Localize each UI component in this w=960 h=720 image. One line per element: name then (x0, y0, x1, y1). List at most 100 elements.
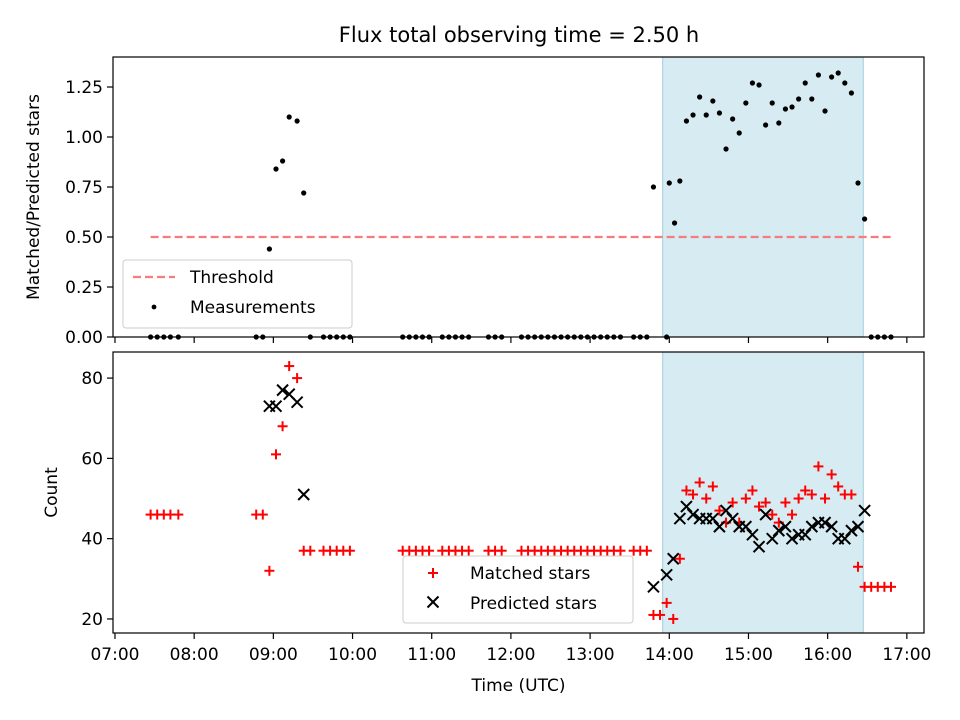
legend-matched-label: Matched stars (470, 564, 590, 584)
x-axis-label: Time (UTC) (471, 676, 566, 696)
matched-star-point (714, 505, 725, 516)
matched-star-point (701, 493, 712, 504)
matched-star-point (740, 493, 751, 504)
matched-star-point (833, 481, 844, 492)
matched-star-point (424, 545, 435, 556)
legend-threshold-label: Threshold (189, 268, 274, 288)
measurement-point (815, 72, 822, 78)
matched-star-point (688, 489, 699, 500)
top-y-tick-label: 1.25 (65, 78, 103, 98)
matched-star-point (694, 477, 705, 488)
measurement-point (829, 74, 835, 80)
predicted-star-point (779, 520, 792, 533)
predicted-star-point (805, 520, 819, 533)
matched-star-point (655, 609, 666, 620)
measurement-point (716, 110, 723, 116)
predicted-star-point (845, 524, 858, 537)
bottom-data-marks (145, 361, 897, 624)
matched-star-point (760, 497, 771, 508)
predicted-star-point (686, 508, 700, 521)
measurement-point (723, 146, 729, 152)
measurement-point (782, 106, 789, 112)
predicted-star-point (858, 504, 871, 517)
x-tick-label: 17:00 (882, 645, 931, 665)
x-tick-label: 14:00 (645, 645, 694, 665)
matched-star-point (787, 509, 798, 520)
top-panel: 0.00 0.25 0.50 0.75 1.00 1.25 Matched/Predict… (24, 56, 925, 348)
predicted-star-point (818, 516, 832, 529)
predicted-star-point (825, 520, 838, 533)
matched-star-point (668, 613, 679, 624)
legend-measurements-label: Measurements (190, 298, 316, 318)
x-tick-label: 15:00 (724, 645, 773, 665)
bottom-y-tick-label: 60 (81, 449, 103, 469)
matched-star-point (826, 469, 837, 480)
predicted-star-point (766, 532, 779, 545)
measurement-point (279, 158, 286, 164)
measurement-point (842, 80, 848, 86)
matched-star-point (780, 497, 791, 508)
x-tick-label: 08:00 (170, 645, 219, 665)
top-y-tick-label: 1.00 (65, 128, 103, 148)
predicted-star-point (706, 512, 720, 525)
bottom-axes-frame (112, 351, 925, 634)
x-tick-label: 11:00 (407, 645, 456, 665)
predicted-star-point (719, 504, 733, 517)
measurement-point (809, 96, 815, 102)
predicted-star-point (759, 508, 772, 521)
bottom-shaded-region (662, 351, 864, 634)
x-tick-label: 13:00 (566, 645, 615, 665)
x-tick-label: 12:00 (486, 645, 535, 665)
x-tick-label: 09:00 (249, 645, 298, 665)
top-data-marks (148, 70, 894, 340)
predicted-star-point (297, 488, 310, 501)
x-tick-label: 10:00 (328, 645, 377, 665)
matched-star-point (463, 545, 474, 556)
predicted-star-point (290, 395, 304, 409)
measurement-point (650, 184, 657, 190)
matched-star-point (270, 449, 281, 460)
predicted-star-point (713, 520, 726, 533)
measurement-point (266, 246, 272, 252)
x-tick-label: 07:00 (90, 645, 139, 665)
bottom-y-tick-label: 80 (81, 369, 103, 389)
measurement-point (730, 116, 736, 122)
measurement-point (802, 80, 808, 86)
measurement-point (749, 80, 756, 86)
predicted-star-point (799, 528, 812, 541)
matched-star-point (806, 489, 817, 500)
predicted-star-point (739, 520, 753, 533)
legend-measurements-marker (151, 304, 157, 310)
matched-star-point (173, 509, 184, 520)
measurement-point (769, 100, 775, 106)
matched-star-point (305, 545, 316, 556)
measurement-point (756, 82, 762, 88)
top-y-tick-label: 0.00 (65, 328, 103, 348)
matched-star-point (264, 565, 275, 576)
predicted-star-point (269, 399, 283, 413)
predicted-star-point (660, 568, 673, 581)
measurement-point (710, 98, 716, 104)
measurement-point (848, 90, 855, 96)
top-legend: Threshold Measurements (122, 259, 353, 329)
matched-star-point (661, 597, 672, 608)
measurement-point (822, 108, 828, 114)
measurement-point (286, 114, 292, 120)
matched-star-point (800, 485, 811, 496)
matched-star-point (496, 545, 507, 556)
predicted-star-point (276, 383, 289, 397)
measurement-point (736, 130, 742, 136)
measurement-point (743, 100, 749, 106)
top-x-ticks (114, 337, 908, 343)
bottom-panel: 20 40 60 80 07:00 08:00 09:00 10:00 11:00 12:00 1… (42, 351, 931, 696)
predicted-star-point (726, 512, 739, 525)
matched-star-point (747, 485, 758, 496)
matched-star-point (707, 481, 718, 492)
matched-star-point (727, 497, 738, 508)
top-y-ticks: 0.00 0.25 0.50 0.75 1.00 1.25 (65, 78, 113, 348)
predicted-star-point (838, 532, 852, 545)
legend-predicted-label: Predicted stars (470, 594, 597, 614)
top-y-tick-label: 0.50 (65, 228, 103, 248)
matched-star-point (681, 485, 692, 496)
